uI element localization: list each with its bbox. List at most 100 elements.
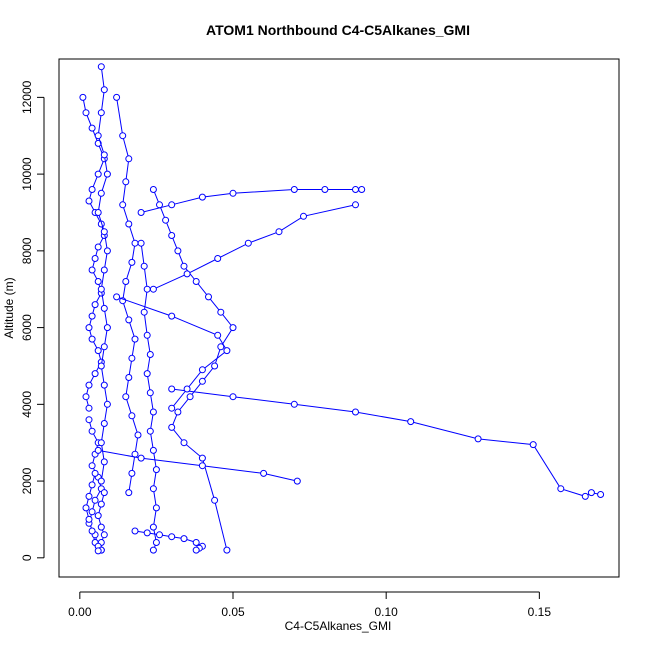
data-point bbox=[97, 63, 105, 71]
data-point bbox=[103, 400, 111, 408]
data-point bbox=[100, 151, 108, 159]
data-point bbox=[122, 178, 130, 186]
data-point bbox=[352, 186, 359, 193]
data-point bbox=[143, 331, 151, 339]
x-axis: 0.00 0.05 0.10 0.15 bbox=[68, 591, 551, 619]
data-point bbox=[587, 489, 595, 497]
plot-area bbox=[79, 63, 605, 555]
data-point bbox=[162, 216, 170, 224]
data-point bbox=[140, 308, 148, 316]
data-point bbox=[140, 262, 148, 270]
x-tick-label: 0.05 bbox=[221, 605, 245, 619]
data-point bbox=[581, 492, 589, 500]
data-point bbox=[156, 531, 163, 539]
data-point bbox=[205, 293, 212, 301]
data-point bbox=[103, 247, 111, 255]
data-point bbox=[131, 527, 139, 535]
y-tick-label: 0 bbox=[20, 554, 34, 561]
data-point bbox=[97, 523, 105, 531]
data-point bbox=[186, 393, 194, 401]
data-point bbox=[192, 539, 200, 546]
data-point bbox=[183, 385, 191, 393]
data-point bbox=[88, 481, 96, 489]
data-point bbox=[214, 331, 222, 339]
data-point bbox=[168, 201, 176, 209]
data-point bbox=[174, 408, 182, 416]
data-point bbox=[229, 393, 237, 401]
data-point bbox=[100, 266, 108, 274]
data-point bbox=[180, 262, 188, 270]
data-point bbox=[94, 347, 102, 355]
series-line bbox=[140, 189, 362, 213]
data-point bbox=[94, 243, 102, 251]
data-point bbox=[122, 393, 130, 401]
data-point bbox=[85, 197, 93, 205]
y-tick-label: 6000 bbox=[20, 314, 34, 341]
data-point bbox=[88, 266, 96, 274]
data-point bbox=[131, 239, 139, 247]
data-point bbox=[168, 404, 176, 412]
data-point bbox=[97, 362, 105, 370]
data-point bbox=[137, 209, 145, 216]
y-tick-label: 10000 bbox=[20, 157, 34, 191]
data-point bbox=[88, 186, 96, 193]
data-point bbox=[407, 418, 415, 426]
data-point bbox=[125, 220, 133, 228]
data-point bbox=[137, 454, 145, 462]
data-point bbox=[100, 489, 108, 497]
data-point bbox=[134, 431, 142, 439]
data-point bbox=[198, 193, 206, 201]
data-point bbox=[128, 258, 136, 266]
data-point bbox=[103, 324, 111, 332]
data-point bbox=[217, 343, 225, 351]
data-point bbox=[79, 93, 87, 101]
data-point bbox=[85, 324, 93, 332]
data-point bbox=[168, 423, 176, 431]
data-point bbox=[146, 351, 154, 358]
data-point bbox=[290, 186, 298, 193]
y-tick-label: 12000 bbox=[20, 80, 34, 114]
data-point bbox=[168, 232, 176, 239]
data-point bbox=[597, 491, 605, 498]
data-point bbox=[146, 427, 154, 435]
data-point bbox=[192, 278, 200, 285]
plot-box bbox=[58, 58, 620, 578]
data-point bbox=[125, 316, 133, 324]
chart-title: ATOM1 Northbound C4-C5Alkanes_GMI bbox=[206, 22, 470, 38]
data-point bbox=[300, 212, 307, 220]
y-tick-label: 4000 bbox=[20, 391, 34, 418]
data-point bbox=[100, 343, 108, 351]
data-point bbox=[97, 439, 105, 447]
data-point bbox=[149, 546, 157, 554]
data-point bbox=[198, 462, 206, 470]
data-point bbox=[94, 132, 102, 140]
data-point bbox=[88, 508, 96, 516]
data-point bbox=[358, 186, 366, 193]
data-point bbox=[128, 354, 136, 362]
data-point bbox=[557, 485, 565, 493]
data-point bbox=[168, 533, 176, 541]
data-point bbox=[198, 366, 206, 374]
data-point bbox=[88, 462, 96, 470]
data-point bbox=[91, 496, 99, 504]
data-point bbox=[94, 209, 102, 216]
data-point bbox=[125, 374, 133, 381]
data-point bbox=[149, 485, 157, 493]
data-point bbox=[100, 458, 108, 466]
data-point bbox=[119, 132, 127, 140]
data-point bbox=[100, 420, 108, 427]
data-point bbox=[82, 393, 90, 401]
data-point bbox=[152, 466, 160, 474]
data-point bbox=[260, 469, 268, 477]
data-point bbox=[85, 416, 93, 424]
data-point bbox=[229, 324, 237, 332]
data-point bbox=[275, 228, 283, 236]
data-point bbox=[94, 446, 102, 454]
data-point bbox=[91, 255, 99, 262]
data-point bbox=[85, 404, 93, 412]
data-point bbox=[198, 454, 206, 462]
data-point bbox=[100, 304, 108, 312]
data-point bbox=[88, 335, 96, 343]
data-point bbox=[97, 109, 105, 117]
